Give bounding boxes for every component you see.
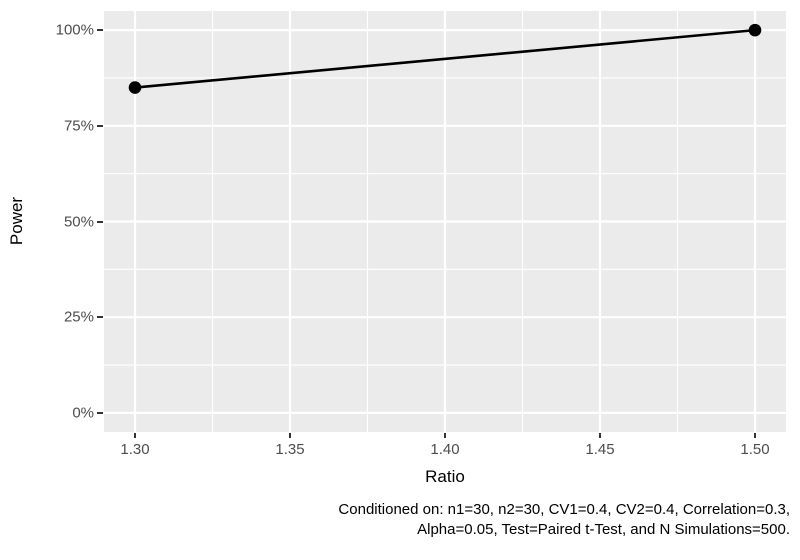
x-tick-label: 1.40 <box>430 441 460 458</box>
plot-panel <box>104 11 786 432</box>
x-tick-mark <box>444 433 446 438</box>
y-tick-mark <box>97 29 103 32</box>
caption: Conditioned on: n1=30, n2=30, CV1=0.4, C… <box>338 500 790 540</box>
x-tick-label: 1.35 <box>275 441 305 458</box>
y-tick-label: 50% <box>63 213 94 230</box>
caption-line-2: Alpha=0.05, Test=Paired t-Test, and N Si… <box>417 521 790 538</box>
x-tick-label: 1.50 <box>740 441 770 458</box>
x-tick-mark <box>599 433 601 438</box>
x-tick-mark <box>754 433 756 438</box>
y-tick-label: 0% <box>72 404 94 422</box>
data-line <box>134 28 756 89</box>
x-tick-label: 1.30 <box>120 441 150 458</box>
y-tick-mark <box>97 411 103 414</box>
x-axis-title: Ratio <box>425 467 465 486</box>
data-point <box>748 23 762 37</box>
x-tick-label: 1.45 <box>585 441 615 458</box>
y-axis-title: Power <box>7 196 26 246</box>
y-tick-mark <box>97 316 103 319</box>
y-tick-mark <box>97 124 103 127</box>
x-tick-mark <box>289 433 291 438</box>
caption-line-1: Conditioned on: n1=30, n2=30, CV1=0.4, C… <box>338 501 790 518</box>
y-tick-label: 25% <box>63 308 94 326</box>
y-tick-mark <box>97 220 103 223</box>
data-point <box>128 81 142 94</box>
plot-canvas <box>104 11 786 432</box>
y-tick-label: 100% <box>55 21 94 39</box>
y-tick-label: 75% <box>63 117 94 135</box>
x-tick-mark <box>134 433 136 438</box>
